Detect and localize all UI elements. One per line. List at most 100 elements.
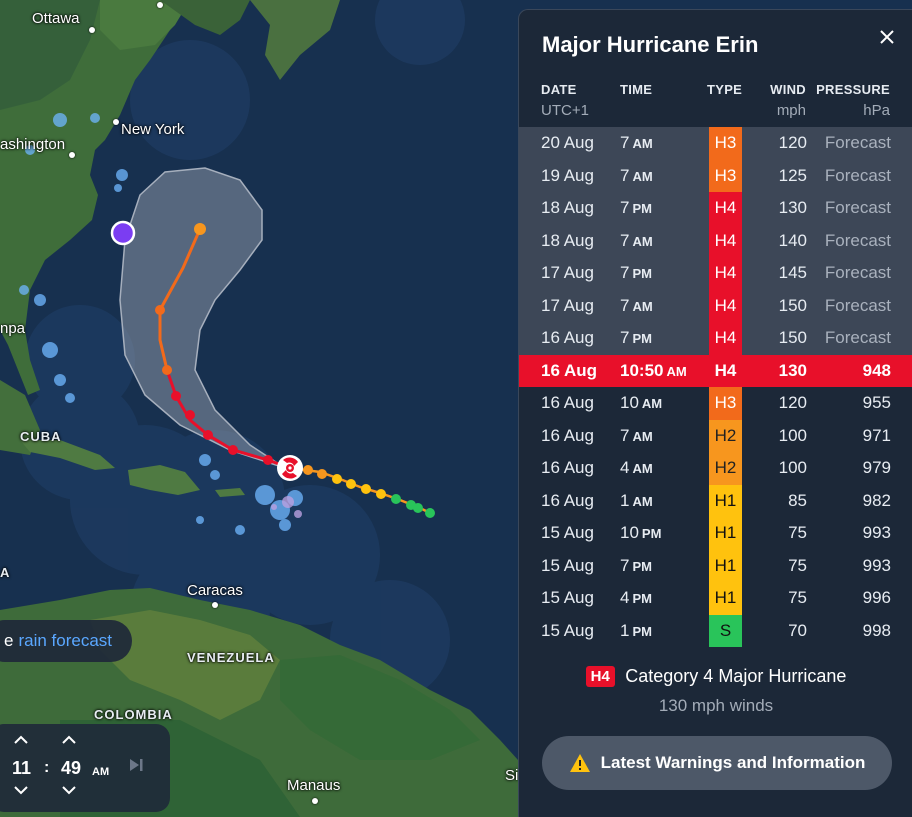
column-header-pressure: PRESSURE [816, 82, 890, 97]
chevron-down-icon [62, 786, 76, 795]
city-dot-ottawa [89, 27, 95, 33]
table-row[interactable]: 15 Aug 1 PM S 70 998 [519, 614, 912, 647]
storm-title: Major Hurricane Erin [542, 32, 759, 57]
table-row[interactable]: 16 Aug 1 AM H1 85 982 [519, 484, 912, 517]
row-time-value: 10 [620, 393, 639, 412]
row-time: 10:50 AM [620, 355, 687, 388]
row-pressure: Forecast [824, 230, 891, 250]
row-time-ampm: PM [632, 201, 652, 216]
close-button[interactable] [874, 24, 900, 50]
row-time-value: 10 [620, 523, 639, 542]
row-date: 16 Aug [541, 490, 594, 510]
latest-warnings-button[interactable]: Latest Warnings and Information [542, 736, 892, 790]
table-row[interactable]: 16 Aug 4 AM H2 100 979 [519, 452, 912, 485]
row-wind: 125 [778, 165, 807, 185]
row-time-ampm: PM [641, 526, 662, 541]
row-pressure: Forecast [824, 198, 891, 217]
hour-up-button[interactable] [14, 735, 34, 753]
row-date: 16 Aug [541, 425, 594, 445]
row-time-value: 7 [620, 295, 630, 315]
table-row[interactable]: 15 Aug 7 PM H1 75 993 [519, 549, 912, 582]
row-time-value: 7 [620, 328, 630, 347]
row-time: 4 AM [620, 452, 653, 485]
close-icon [880, 30, 894, 44]
map-label-washington: ashington [0, 136, 66, 153]
table-row[interactable]: 16 Aug 10 AM H3 120 955 [519, 387, 912, 420]
rain-forecast-link[interactable]: e rain forecast [0, 620, 133, 662]
row-date: 16 Aug [541, 393, 594, 412]
row-time-ampm: AM [632, 168, 653, 184]
row-time: 10 AM [620, 387, 662, 420]
table-row[interactable]: 19 Aug 7 AM H3 125 Forecast [519, 159, 912, 192]
map-label-tampa: npa [0, 320, 26, 337]
table-row[interactable]: 18 Aug 7 PM H4 130 Forecast [519, 192, 912, 225]
table-row[interactable]: 17 Aug 7 PM H4 145 Forecast [519, 257, 912, 290]
chevron-up-icon [14, 735, 28, 744]
row-type-badge: S [709, 614, 742, 647]
row-date: 15 Aug [541, 523, 594, 542]
row-time-ampm: AM [632, 461, 653, 476]
column-sub-date: UTC+1 [541, 102, 589, 119]
category-badge: H4 [585, 666, 615, 687]
row-wind: 120 [778, 393, 807, 412]
row-time-ampm: AM [641, 396, 663, 411]
minute-value: 49 [61, 758, 82, 778]
column-sub-pressure: hPa [863, 102, 890, 119]
rain-forecast-link-text[interactable]: rain forecast [18, 631, 113, 650]
map-label-new-york: New York [121, 121, 185, 138]
map-label-ottawa: Ottawa [32, 10, 80, 27]
row-wind: 130 [778, 360, 807, 380]
table-row[interactable]: 17 Aug 7 AM H4 150 Forecast [519, 289, 912, 323]
row-type-badge: H1 [709, 517, 742, 550]
chevron-down-icon [14, 786, 28, 795]
row-type-badge: H4 [709, 192, 742, 225]
row-pressure: 982 [862, 490, 891, 510]
row-time: 7 AM [620, 290, 653, 323]
row-time-value: 7 [620, 230, 630, 250]
map-label-caracas: Caracas [187, 582, 243, 599]
time-control: 11 : 49 AM [0, 724, 170, 812]
row-time-value: 7 [620, 425, 630, 445]
city-dot-caracas [212, 602, 218, 608]
minute-up-button[interactable] [62, 735, 82, 753]
row-wind: 130 [778, 198, 807, 217]
row-time-ampm: PM [632, 591, 652, 606]
row-time-value: 7 [620, 555, 630, 575]
row-wind: 140 [778, 230, 807, 250]
row-wind: 100 [778, 458, 807, 477]
row-wind: 85 [788, 490, 807, 510]
row-date: 16 Aug [541, 360, 598, 380]
storm-track-table: 20 Aug 7 AM H3 120 Forecast 19 Aug 7 AM H3 125 Fore… [519, 127, 912, 647]
table-row[interactable]: 16 Aug 10:50 AM H4 130 948 [519, 354, 912, 388]
row-time-ampm: AM [632, 298, 653, 314]
row-pressure: 955 [862, 393, 891, 412]
table-row[interactable]: 16 Aug 7 PM H4 150 Forecast [519, 322, 912, 355]
row-wind: 145 [778, 263, 807, 282]
play-icon [130, 759, 143, 771]
row-wind: 70 [788, 620, 807, 640]
row-pressure: 948 [862, 360, 891, 380]
row-time-value: 7 [620, 165, 630, 185]
map-label-manaus: Manaus [287, 777, 341, 794]
category-label: Category 4 Major Hurricane [625, 666, 847, 686]
play-button[interactable] [128, 757, 148, 777]
minute-down-button[interactable] [62, 786, 82, 804]
table-row[interactable]: 15 Aug 10 PM H1 75 993 [519, 517, 912, 550]
row-time: 7 PM [620, 257, 652, 290]
row-time-ampm: AM [632, 493, 653, 509]
table-row[interactable]: 18 Aug 7 AM H4 140 Forecast [519, 224, 912, 257]
city-dot-top [157, 2, 163, 8]
table-row[interactable]: 15 Aug 4 PM H1 75 996 [519, 582, 912, 615]
storm-details-panel: Major Hurricane Erin DATE UTC+1 TIME TYP… [518, 9, 912, 817]
table-row[interactable]: 16 Aug 7 AM H2 100 971 [519, 419, 912, 452]
time-colon: : [44, 759, 50, 776]
row-date: 19 Aug [541, 165, 594, 185]
row-pressure: Forecast [824, 328, 891, 347]
row-type-badge: H4 [709, 289, 742, 322]
row-time: 7 PM [620, 322, 652, 355]
row-wind: 100 [778, 425, 807, 445]
table-row[interactable]: 20 Aug 7 AM H3 120 Forecast [519, 127, 912, 160]
row-type-badge: H3 [709, 159, 742, 192]
hour-down-button[interactable] [14, 786, 34, 804]
hurricane-icon [277, 455, 303, 481]
